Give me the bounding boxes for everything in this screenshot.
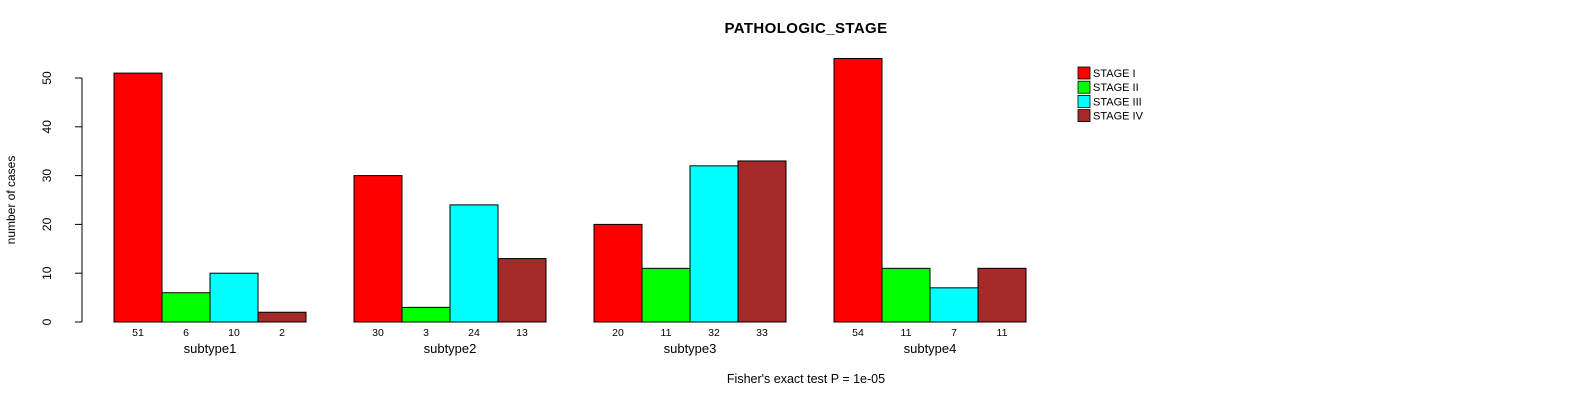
legend-label: STAGE III (1093, 96, 1142, 108)
bar-value-label: 11 (997, 327, 1008, 339)
bar-subtype2-stage-i (353, 175, 403, 323)
bar-subtype1-stage-iv (257, 311, 307, 323)
bar-subtype4-stage-iii (929, 287, 979, 323)
bar-value-label: 2 (279, 327, 285, 339)
bar-subtype1-stage-i (113, 72, 163, 323)
legend-label: STAGE II (1093, 82, 1139, 94)
bar-value-label: 51 (132, 327, 144, 339)
bar-value-label: 33 (756, 327, 768, 339)
bar-subtype4-stage-ii (881, 267, 931, 323)
bar-subtype1-stage-iii (209, 272, 259, 323)
category-label: subtype1 (184, 341, 237, 356)
category-label: subtype2 (424, 341, 477, 356)
legend-swatch (1077, 95, 1091, 108)
bar-value-label: 3 (423, 327, 429, 339)
bars-layer: 51 6 10 2 subtype1 30 3 24 13 subtype2 20 11 32 33 sub… (113, 57, 1027, 356)
stats-note: Fisher's exact test P = 1e-05 (727, 372, 885, 386)
legend-swatch (1077, 66, 1091, 80)
legend-label: STAGE IV (1093, 111, 1144, 123)
legend-swatch (1077, 109, 1091, 122)
bar-value-label: 7 (951, 327, 957, 339)
category-label: subtype3 (664, 341, 717, 356)
category-label: subtype4 (904, 341, 957, 356)
bar-subtype2-stage-iv (497, 258, 547, 323)
bar-value-label: 10 (228, 327, 240, 339)
bar-value-label: 11 (901, 327, 912, 339)
bar-subtype3-stage-iii (689, 165, 739, 323)
legend-swatch (1077, 80, 1091, 94)
bar-value-label: 32 (708, 327, 720, 339)
bar-subtype3-stage-iv (737, 160, 787, 323)
y-tick-label: 0 (40, 318, 54, 325)
y-tick-label: 10 (40, 266, 54, 280)
bar-subtype3-stage-ii (641, 267, 691, 323)
bar-subtype2-stage-iii (449, 204, 499, 323)
bar-subtype4-stage-i (833, 57, 883, 323)
y-tick-label: 50 (40, 71, 54, 85)
y-axis: 0 10 20 30 40 50 (40, 71, 83, 325)
bar-value-label: 13 (516, 327, 528, 339)
bar-value-label: 54 (852, 327, 864, 339)
bar-value-label: 11 (661, 327, 672, 339)
chart-title: PATHOLOGIC_STAGE (724, 20, 887, 37)
bar-value-label: 20 (612, 327, 624, 339)
bar-subtype4-stage-iv (977, 267, 1027, 323)
legend-label: STAGE I (1093, 68, 1136, 80)
y-axis-title: number of cases (4, 156, 18, 245)
y-tick-label: 20 (40, 217, 54, 231)
bar-value-label: 30 (372, 327, 384, 339)
y-tick-label: 30 (40, 169, 54, 183)
bar-subtype1-stage-ii (161, 292, 211, 323)
bar-value-label: 6 (183, 327, 189, 339)
bar-value-label: 24 (468, 327, 480, 339)
bar-subtype2-stage-ii (401, 306, 451, 323)
legend: STAGE I STAGE II STAGE III STAGE IV (1077, 66, 1144, 123)
y-tick-label: 40 (40, 120, 54, 134)
bar-subtype3-stage-i (593, 223, 643, 323)
